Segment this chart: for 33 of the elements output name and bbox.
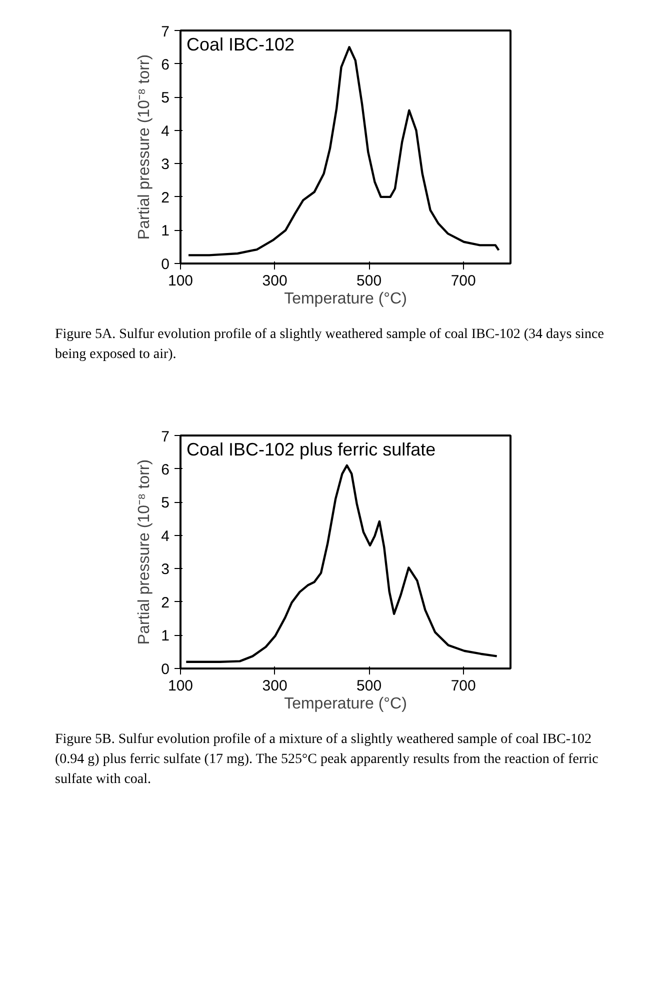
- chart-title: Coal IBC-102 plus ferric sulfate: [186, 440, 436, 460]
- y-tick-label: 4: [161, 528, 170, 545]
- caption: Figure 5B. Sulfur evolution profile of a mixture of a slightly weathered sample of coal IBC-102 (0.94 g) plus ferric sulfate (17 mg). The 525°C peak apparently results from the reaction of ferric sulfate with coal.: [55, 731, 600, 789]
- x-tick-label: 300: [262, 678, 288, 694]
- y-tick-label: 0: [161, 661, 170, 678]
- y-tick-label: 6: [161, 56, 170, 74]
- y-tick-label: 6: [161, 461, 170, 478]
- y-axis-title: Partial pressure (10⁻⁸ torr): [136, 54, 154, 240]
- x-tick-label: 700: [450, 678, 476, 694]
- x-axis-title: Temperature (°C): [284, 696, 407, 712]
- y-tick-label: 7: [161, 428, 170, 446]
- y-tick-label: 4: [161, 122, 170, 140]
- y-tick-label: 2: [161, 594, 170, 612]
- x-tick-label: 500: [356, 272, 382, 290]
- y-tick-label: 2: [161, 189, 170, 206]
- chart-title: Coal IBC-102: [186, 34, 295, 54]
- y-tick-label: 3: [161, 156, 170, 174]
- x-tick-label: 100: [168, 272, 194, 290]
- y-tick-label: 1: [161, 628, 170, 645]
- x-tick-label: 700: [450, 272, 476, 290]
- x-axis-title: Temperature (°C): [284, 290, 407, 308]
- y-tick-label: 1: [161, 222, 170, 240]
- y-tick-label: 7: [161, 24, 170, 40]
- x-tick-label: 500: [356, 678, 382, 694]
- line-series: [185, 464, 498, 663]
- x-tick-label: 300: [262, 272, 288, 290]
- y-tick-label: 5: [161, 90, 170, 107]
- y-tick-label: 0: [161, 256, 170, 273]
- caption: Figure 5A. Sulfur evolution profile of a slightly weathered sample of coal IBC-102 (34 days since being exposed to air).: [55, 326, 605, 364]
- x-tick-label: 100: [168, 678, 194, 694]
- y-axis-title: Partial pressure (10⁻⁸ torr): [136, 459, 154, 645]
- y-tick-label: 5: [161, 494, 170, 512]
- y-tick-label: 3: [161, 561, 170, 578]
